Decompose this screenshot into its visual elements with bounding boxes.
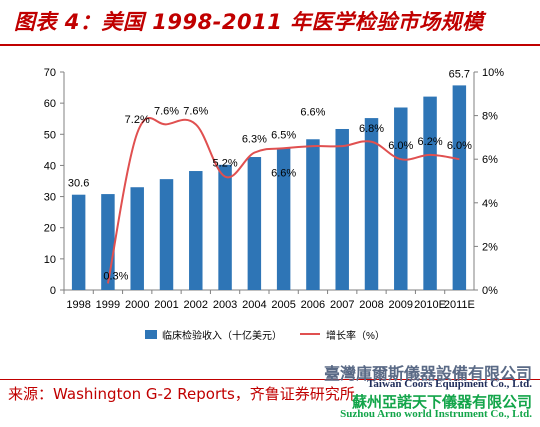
y-right-tick-label: 10% [482,67,504,79]
legend-bar-label: 临床检验收入（十亿美元） [162,329,282,342]
bar [364,118,379,290]
line-data-label: 5.2% [213,158,238,170]
line-data-label: 6.2% [418,136,443,148]
line-data-label: 6.8% [359,123,384,135]
watermark-line-1: 臺灣庫爾斯儀器設備有限公司 [323,364,532,383]
x-tick-label: 2002 [184,299,208,311]
x-tick-label: 2001 [154,299,178,311]
x-tick-label: 2005 [271,299,295,311]
line-data-label: 7.6% [183,105,208,117]
x-tick-label: 2009 [389,299,413,311]
line-data-label: 7.2% [125,114,150,126]
y-right-tick-label: 4% [482,198,498,210]
line-data-label: 7.6% [154,105,179,117]
bar [423,96,437,290]
bar [452,85,467,291]
bar-data-label: 30.6 [68,178,89,190]
bar [247,157,262,290]
y-right-tick-label: 6% [482,154,498,166]
legend-line-label: 增长率（%） [326,329,385,342]
y-left-tick-label: 30 [44,192,56,204]
line-data-label: 6.0% [447,140,472,152]
bar [394,107,408,290]
watermark-line-2: Taiwan Coors Equipment Co., Ltd. [367,378,532,390]
y-left-tick-label: 50 [44,129,56,141]
bar [130,187,144,290]
bar [218,164,232,290]
x-tick-label: 2011E [444,299,475,311]
x-tick-label: 2010E [414,299,446,311]
line-data-label: 6.5% [271,129,296,141]
title-divider [0,44,540,46]
y-right-tick-label: 2% [482,241,498,253]
y-left-tick-label: 10 [44,254,56,266]
line-data-label: 0.3% [103,270,128,282]
x-tick-label: 2006 [301,299,325,311]
line-data-label: 6.6% [300,106,325,118]
x-tick-label: 2007 [330,299,354,311]
line-data-label: 6.0% [388,140,413,152]
x-tick-label: 1999 [96,299,120,311]
x-tick-label: 2004 [242,299,266,311]
source-divider [0,379,540,380]
y-left-tick-label: 40 [44,160,56,172]
bar-data-label: 65.7 [449,68,470,80]
page-title: 图表 4：美国 1998-2011 年医学检验市场规模 [14,10,484,34]
bar [71,194,86,290]
line-data-label: 6.3% [242,134,267,146]
y-right-tick-label: 0% [482,285,498,297]
x-tick-label: 2008 [359,299,383,311]
x-tick-label: 2000 [125,299,149,311]
watermark-line-4: Suzhou Arno world Instrument Co., Ltd. [340,408,532,420]
watermark-line-3: 蘇州亞諾天下儀器有限公司 [351,393,532,411]
bar [159,179,174,290]
bar [335,128,349,290]
bar [306,139,320,290]
y-left-tick-label: 60 [44,98,56,110]
x-tick-label: 1998 [66,299,90,311]
bar [189,171,203,290]
y-right-tick-label: 8% [482,111,498,123]
legend-bar-swatch [145,330,157,339]
source-note: 来源：Washington G-2 Reports，齐鲁证券研究所 [8,385,355,403]
bar [276,148,291,290]
growth-rate-line [106,117,460,284]
y-left-tick-label: 70 [44,67,56,79]
x-tick-label: 2003 [213,299,237,311]
y-left-tick-label: 0 [50,285,56,297]
y-left-tick-label: 20 [44,223,56,235]
line-data-label: 6.6% [271,167,296,179]
